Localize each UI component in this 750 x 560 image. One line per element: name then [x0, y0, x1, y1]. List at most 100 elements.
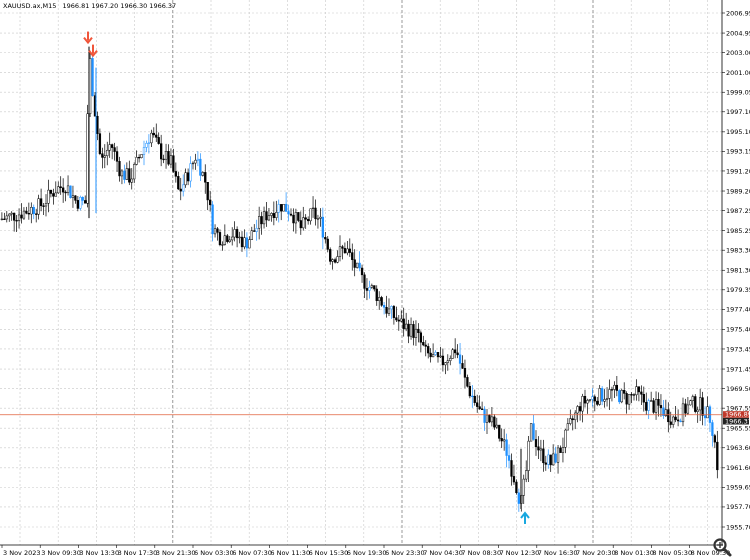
candle-body — [613, 384, 616, 390]
candle-body — [35, 213, 38, 215]
candle-body — [20, 214, 23, 219]
down-arrow-icon — [88, 44, 98, 58]
candle-body — [91, 58, 94, 96]
candle-body — [471, 395, 474, 397]
candle-body — [696, 409, 699, 412]
candle-body — [316, 218, 320, 220]
candle-body — [449, 358, 452, 362]
candle-body — [130, 178, 133, 183]
time-tick-label: 6 Nov 23:30 — [385, 549, 425, 557]
candle-body — [184, 172, 187, 186]
candle-body — [319, 216, 322, 219]
time-tick-label: 6 Nov 19:30 — [347, 549, 387, 557]
candle-body — [458, 354, 462, 364]
symbol-timeframe: XAUUSD.ax,M15 — [3, 2, 56, 10]
candle-body — [211, 204, 214, 235]
price-tick-label: 1967.55 — [726, 404, 750, 412]
candle-body — [321, 216, 325, 238]
candle-body — [431, 354, 435, 358]
candle-body — [632, 394, 636, 396]
candle-body — [346, 248, 349, 254]
candle-body — [284, 203, 288, 212]
time-axis[interactable]: 3 Nov 2023 3 Nov 09:303 Nov 13:303 Nov 17… — [0, 544, 730, 557]
candle-body — [272, 213, 276, 218]
candle-body — [679, 420, 682, 423]
candle-body — [444, 362, 447, 366]
candle-body — [485, 414, 489, 423]
candle-body — [527, 440, 530, 471]
candle-body — [581, 396, 584, 412]
candle-body — [400, 318, 403, 322]
candle-body — [515, 481, 518, 494]
candle-body — [118, 161, 121, 177]
time-tick-label: 7 Nov 16:30 — [538, 549, 578, 557]
price-axis[interactable]: 2006.95 2004.95 2003.00 2001.00 1999.05 1997.… — [721, 0, 750, 545]
candle-body — [689, 400, 692, 406]
price-tick-label: 1993.15 — [726, 148, 750, 156]
candle-body — [162, 158, 165, 161]
candle-body — [267, 215, 271, 221]
candle-body — [395, 317, 398, 321]
candle-body — [637, 386, 641, 393]
candle-body — [255, 227, 258, 232]
candle-body — [311, 207, 315, 210]
price-tag-label: 1966.89 — [725, 411, 750, 419]
candle-body — [235, 229, 239, 239]
candle-body — [309, 208, 312, 222]
candle-body — [593, 396, 596, 402]
candle-body — [336, 256, 339, 263]
candle-body — [397, 319, 400, 322]
candle-body — [150, 132, 153, 144]
time-tick-label: 7 Nov 04:30 — [423, 549, 463, 557]
candle-body — [676, 419, 680, 422]
candle-body — [189, 163, 192, 182]
price-tag: 1966.37 — [723, 417, 750, 425]
candle-body — [490, 416, 494, 423]
candle-body — [280, 204, 283, 212]
price-tick-label: 2001.00 — [726, 69, 750, 77]
candle-body — [495, 424, 498, 428]
price-tick-label: 1981.30 — [726, 267, 750, 275]
candle-body — [201, 172, 204, 176]
candle-body — [302, 217, 305, 229]
candle-body — [564, 429, 567, 448]
candle-body — [466, 377, 469, 387]
chart-grid — [0, 0, 722, 545]
candle-body — [233, 229, 236, 238]
candle-body — [338, 246, 342, 257]
candle-body — [422, 342, 425, 346]
candle-body — [248, 239, 251, 249]
candle-body — [402, 318, 405, 330]
candle-body — [686, 404, 690, 414]
candle-body — [191, 162, 195, 165]
time-tick-label: 3 Nov 13:30 — [79, 549, 119, 557]
candle-body — [292, 214, 295, 224]
candle-body — [297, 212, 300, 221]
zoom-magnifier-icon[interactable] — [713, 538, 732, 557]
candle-body — [512, 476, 516, 483]
candle-body — [351, 252, 354, 260]
time-tick-label: 8 Nov 01:30 — [614, 549, 654, 557]
price-tick-label: 1987.25 — [726, 207, 750, 215]
candle-body — [370, 285, 374, 288]
price-tick-label: 1989.20 — [726, 187, 750, 195]
candle-body — [228, 239, 231, 242]
candle-body — [591, 396, 594, 400]
candle-body — [429, 352, 432, 358]
candle-body — [654, 398, 658, 413]
price-tick-label: 1999.05 — [726, 89, 750, 97]
candle-body — [44, 203, 48, 207]
candle-body — [569, 418, 572, 424]
candle-body — [529, 423, 533, 442]
candle-body — [22, 210, 26, 219]
price-tag-label: 1966.37 — [725, 417, 750, 425]
time-tick-label: 3 Nov 17:30 — [118, 549, 158, 557]
candle-body — [42, 205, 45, 207]
candle-body — [47, 189, 50, 204]
candle-body — [343, 248, 347, 254]
candle-body — [27, 213, 31, 215]
candle-body — [424, 344, 427, 347]
candle-body — [5, 215, 8, 220]
candle-body — [182, 184, 185, 192]
